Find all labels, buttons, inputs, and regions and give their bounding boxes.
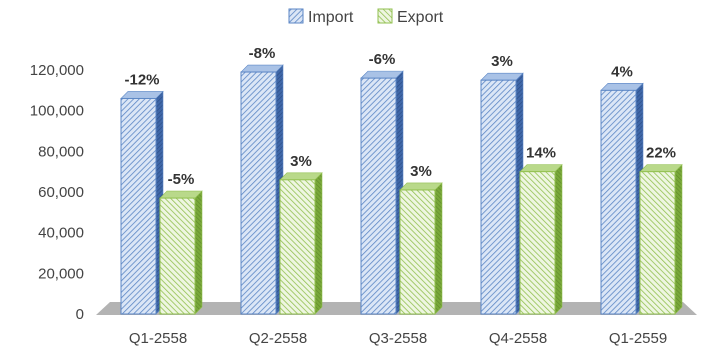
bar-side-export: [434, 182, 443, 315]
data-label-export: 3%: [410, 163, 432, 180]
data-label-import: -6%: [369, 51, 396, 68]
legend-item-export: Export: [377, 8, 444, 26]
y-tick-label: 20,000: [38, 265, 84, 282]
x-tick-label: Q1-2558: [129, 330, 187, 347]
data-label-export: 3%: [290, 153, 312, 170]
data-label-import: 3%: [491, 53, 513, 70]
legend: Import Export: [288, 8, 444, 26]
bar-top-import: [480, 72, 524, 81]
x-tick-label: Q3-2558: [369, 330, 427, 347]
bar-side-export: [194, 190, 203, 315]
legend-swatch-export: [377, 8, 393, 24]
bar-export: [159, 197, 196, 315]
data-label-import: 4%: [611, 63, 633, 80]
y-tick-label: 80,000: [38, 143, 84, 160]
bar-export: [279, 179, 316, 315]
bar-top-import: [120, 91, 164, 99]
bar-export: [399, 189, 436, 315]
bar-import: [480, 79, 517, 315]
x-axis: Q1-2558 Q2-2558 Q3-2558 Q4-2558 Q1-2559: [129, 330, 667, 347]
y-axis: 0 20,000 40,000 60,000 80,000 100,000 120,000: [30, 62, 84, 323]
bar-top-export: [279, 172, 323, 181]
y-tick-label: 100,000: [30, 103, 84, 120]
y-tick-label: 0: [76, 306, 84, 323]
legend-swatch-import: [288, 8, 304, 24]
bar-top-export: [159, 190, 203, 199]
data-label-import: -12%: [124, 71, 159, 88]
y-tick-label: 120,000: [30, 62, 84, 79]
bar-export: [519, 171, 556, 315]
bar-top-export: [399, 182, 443, 191]
bar-top-export: [639, 164, 683, 172]
bar-side-export: [314, 172, 323, 315]
legend-label-export: Export: [397, 9, 444, 26]
data-label-export: 22%: [646, 145, 676, 162]
bar-top-import: [360, 70, 404, 79]
data-label-export: 14%: [526, 145, 556, 162]
x-tick-label: Q2-2558: [249, 330, 307, 347]
bar-import: [360, 77, 397, 315]
bar-side-export: [554, 163, 563, 315]
bar-side-export: [674, 163, 683, 315]
data-label-import: -8%: [249, 45, 276, 62]
x-tick-label: Q1-2559: [609, 330, 667, 347]
data-label-export: -5%: [168, 171, 195, 188]
bar-import: [120, 97, 157, 315]
legend-item-import: Import: [288, 8, 354, 26]
bar-top-export: [519, 164, 563, 172]
x-tick-label: Q4-2558: [489, 330, 547, 347]
bar-top-import: [600, 83, 644, 91]
bar-import: [600, 89, 637, 315]
bars: -12% -5% -8% 3% -6% 3% 3% 14% 4% 22%: [120, 45, 683, 315]
y-tick-label: 60,000: [38, 184, 84, 201]
bar-export: [639, 171, 676, 315]
y-tick-label: 40,000: [38, 225, 84, 242]
bar-import: [240, 71, 277, 315]
legend-label-import: Import: [308, 9, 354, 26]
bar-top-import: [240, 64, 284, 73]
